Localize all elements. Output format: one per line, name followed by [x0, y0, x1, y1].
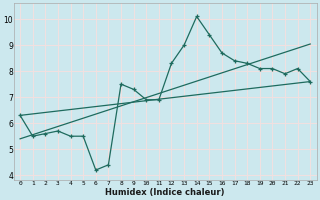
X-axis label: Humidex (Indice chaleur): Humidex (Indice chaleur)	[105, 188, 225, 197]
